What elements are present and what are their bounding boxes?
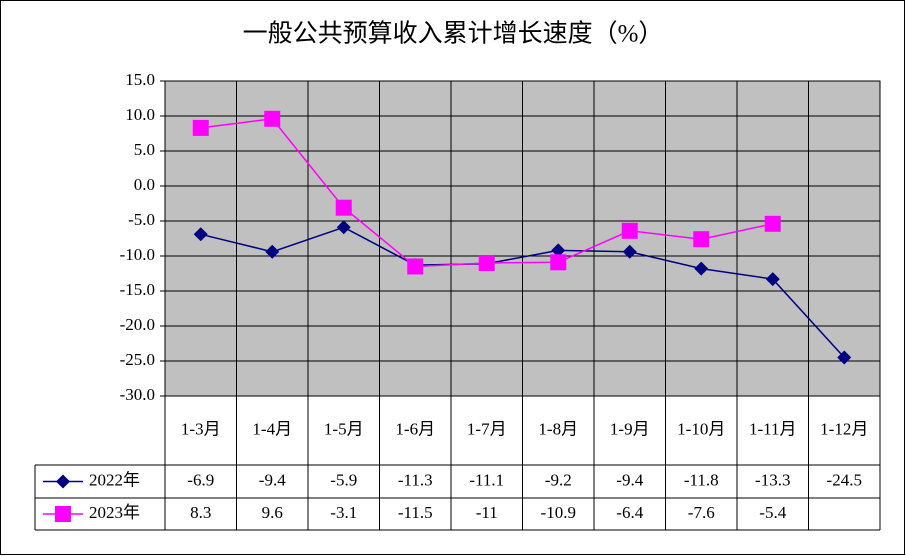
table-value: -24.5	[827, 470, 862, 489]
table-value: -11.8	[684, 470, 719, 489]
x-tick-label: 1-7月	[467, 419, 507, 438]
table-value: -11	[476, 503, 498, 522]
point-marker	[765, 272, 780, 287]
x-tick-label: 1-10月	[677, 419, 725, 438]
point-marker	[550, 254, 567, 271]
x-tick-label: 1-4月	[252, 419, 292, 438]
y-tick-label: -15.0	[120, 280, 155, 299]
legend-label: 2023年	[89, 503, 140, 522]
x-tick-label: 1-12月	[820, 419, 868, 438]
point-marker	[478, 255, 495, 271]
chart-title: 一般公共预算收入累计增长速度（%）	[243, 20, 664, 48]
table-value: -6.4	[616, 503, 643, 522]
y-tick-label: 15.0	[125, 70, 155, 89]
y-tick-label: -20.0	[120, 315, 155, 334]
y-tick-label: 0.0	[134, 175, 155, 194]
y-tick-label: -30.0	[120, 385, 155, 404]
x-tick-label: 1-5月	[324, 419, 364, 438]
y-tick-label: -5.0	[128, 210, 155, 229]
table-value: -3.1	[330, 503, 357, 522]
table-value: -11.1	[469, 470, 504, 489]
table-value: 9.6	[262, 503, 283, 522]
point-marker	[622, 244, 637, 259]
y-tick-label: -25.0	[120, 350, 155, 369]
y-tick-label: 10.0	[125, 105, 155, 124]
table-value: -5.4	[759, 503, 786, 522]
point-marker	[551, 243, 566, 258]
point-marker	[336, 220, 351, 235]
table-value: -9.2	[545, 470, 572, 489]
table-value: -9.4	[259, 470, 286, 489]
x-tick-label: 1-9月	[610, 419, 650, 438]
point-marker	[837, 350, 852, 365]
point-marker	[407, 258, 424, 275]
table-value: -11.3	[398, 470, 433, 489]
series-line	[200, 226, 845, 359]
table-value: -13.3	[755, 470, 790, 489]
point-marker	[193, 227, 208, 242]
table-value: -10.9	[541, 503, 576, 522]
x-tick-label: 1-3月	[181, 419, 221, 438]
y-tick-label: 5.0	[134, 140, 155, 159]
point-marker	[621, 222, 638, 239]
point-marker	[335, 199, 352, 216]
table-value: -7.6	[688, 503, 715, 522]
table-value: -6.9	[187, 470, 214, 489]
point-marker	[764, 215, 781, 232]
point-marker	[265, 244, 280, 259]
x-tick-label: 1-11月	[749, 419, 797, 438]
table-value: -11.5	[398, 503, 433, 522]
table-value: -5.9	[330, 470, 357, 489]
legend-label: 2022年	[89, 470, 140, 489]
point-marker	[264, 110, 281, 127]
point-marker	[693, 231, 710, 248]
table-value: 8.3	[190, 503, 211, 522]
table-value: -9.4	[616, 470, 643, 489]
y-tick-label: -10.0	[120, 245, 155, 264]
point-marker	[694, 261, 709, 276]
legend-marker	[55, 506, 71, 522]
x-tick-label: 1-6月	[395, 419, 435, 438]
x-tick-label: 1-8月	[538, 419, 578, 438]
point-marker	[192, 119, 209, 136]
legend-marker	[56, 474, 70, 489]
